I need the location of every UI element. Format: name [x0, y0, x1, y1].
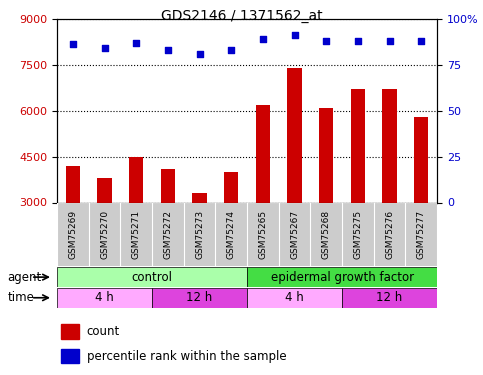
- Text: percentile rank within the sample: percentile rank within the sample: [86, 350, 286, 363]
- Text: control: control: [131, 271, 172, 284]
- Bar: [192, 194, 207, 202]
- Text: GSM75267: GSM75267: [290, 210, 299, 259]
- Bar: [98, 178, 112, 203]
- Text: GSM75277: GSM75277: [417, 210, 426, 259]
- Point: [354, 38, 362, 44]
- Bar: [256, 105, 270, 202]
- Bar: [247, 288, 342, 308]
- Bar: [61, 324, 79, 339]
- Bar: [57, 267, 247, 287]
- Bar: [342, 202, 374, 266]
- Bar: [311, 202, 342, 266]
- Bar: [89, 202, 120, 266]
- Bar: [342, 288, 437, 308]
- Text: GSM75276: GSM75276: [385, 210, 394, 259]
- Text: GSM75265: GSM75265: [258, 210, 268, 259]
- Bar: [319, 108, 333, 202]
- Bar: [383, 89, 397, 202]
- Bar: [184, 202, 215, 266]
- Point: [164, 47, 172, 53]
- Bar: [247, 267, 437, 287]
- Point: [227, 47, 235, 53]
- Bar: [61, 349, 79, 363]
- Text: GDS2146 / 1371562_at: GDS2146 / 1371562_at: [161, 9, 322, 23]
- Bar: [120, 202, 152, 266]
- Text: agent: agent: [7, 271, 42, 284]
- Text: epidermal growth factor: epidermal growth factor: [270, 271, 413, 284]
- Text: time: time: [7, 291, 34, 304]
- Bar: [57, 202, 89, 266]
- Bar: [287, 68, 302, 203]
- Text: GSM75273: GSM75273: [195, 210, 204, 259]
- Point: [100, 45, 108, 51]
- Text: 4 h: 4 h: [285, 291, 304, 304]
- Text: GSM75271: GSM75271: [132, 210, 141, 259]
- Bar: [152, 202, 184, 266]
- Bar: [152, 288, 247, 308]
- Point: [259, 36, 267, 42]
- Text: GSM75270: GSM75270: [100, 210, 109, 259]
- Bar: [414, 117, 428, 202]
- Bar: [66, 166, 80, 202]
- Point: [69, 42, 77, 48]
- Text: count: count: [86, 325, 120, 338]
- Text: GSM75272: GSM75272: [163, 210, 172, 259]
- Bar: [215, 202, 247, 266]
- Bar: [351, 89, 365, 202]
- Point: [196, 51, 203, 57]
- Bar: [405, 202, 437, 266]
- Point: [417, 38, 425, 44]
- Bar: [161, 169, 175, 202]
- Bar: [224, 172, 238, 202]
- Point: [386, 38, 394, 44]
- Text: GSM75274: GSM75274: [227, 210, 236, 259]
- Bar: [129, 157, 143, 203]
- Text: 12 h: 12 h: [186, 291, 213, 304]
- Bar: [247, 202, 279, 266]
- Text: GSM75268: GSM75268: [322, 210, 331, 259]
- Bar: [279, 202, 311, 266]
- Text: GSM75275: GSM75275: [354, 210, 362, 259]
- Point: [291, 32, 298, 38]
- Text: 4 h: 4 h: [95, 291, 114, 304]
- Point: [322, 38, 330, 44]
- Text: 12 h: 12 h: [376, 291, 403, 304]
- Bar: [374, 202, 405, 266]
- Text: GSM75269: GSM75269: [68, 210, 77, 259]
- Bar: [57, 288, 152, 308]
- Point: [132, 40, 140, 46]
